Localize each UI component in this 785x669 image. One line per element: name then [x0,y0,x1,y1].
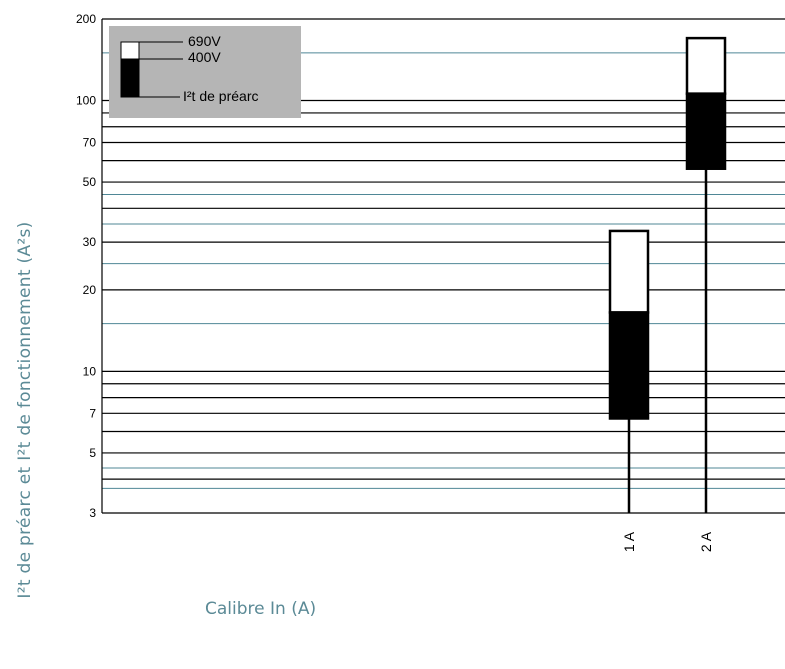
grid-lines [101,18,785,514]
y-axis-title-container: I²t de préarc et I²t de fonctionnement (… [0,0,50,669]
bar-400V [685,92,727,170]
legend-box [109,26,301,118]
legend-label: 690V [188,33,221,49]
y-tick-label: 5 [89,446,96,460]
y-tick-labels: 3 5 7 10 20 30 50 70 100 200 [76,12,96,520]
bar-400V [608,311,650,420]
x-axis-title: Calibre In (A) [205,599,317,619]
y-tick-label: 70 [83,135,97,149]
y-tick-label: 7 [89,406,96,420]
y-axis-title: I²t de préarc et I²t de fonctionnement (… [15,221,35,599]
y-tick-label: 200 [76,12,96,26]
x-tick-label: 1 A [621,531,637,552]
bar-690V [685,36,727,95]
legend-label: I²t de préarc [183,88,258,104]
y-tick-label: 20 [83,283,97,297]
y-tick-label: 50 [83,175,97,189]
x-tick-labels: 1 A 2 A [621,531,714,552]
y-tick-label: 30 [83,235,97,249]
bar-690V [608,229,650,314]
legend-swatch-white [120,41,140,60]
x-tick-label: 2 A [698,531,714,552]
y-tick-label: 10 [83,364,97,378]
y-tick-label: 100 [76,94,96,108]
bars [608,36,727,513]
legend-label: 400V [188,49,221,65]
y-tick-label: 3 [89,506,96,520]
